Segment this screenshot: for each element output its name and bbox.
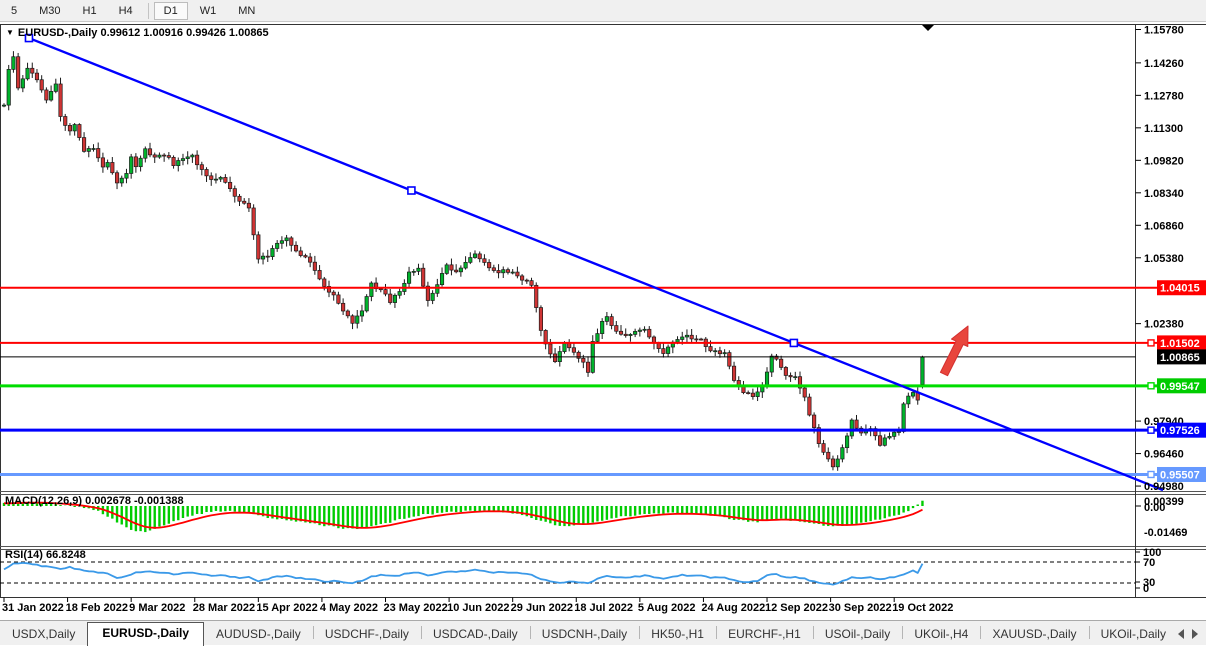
tab-xauusd-daily[interactable]: XAUUSD-,Daily xyxy=(980,624,1088,645)
svg-text:1.06860: 1.06860 xyxy=(1144,220,1184,232)
chart-title: ▼ EURUSD-,Daily 0.99612 1.00916 0.99426 1… xyxy=(6,27,269,39)
tab-usoil-daily[interactable]: USOil-,Daily xyxy=(813,624,902,645)
timeframe-button-mn[interactable]: MN xyxy=(228,2,265,20)
svg-text:1.14260: 1.14260 xyxy=(1144,58,1184,70)
svg-text:0.94980: 0.94980 xyxy=(1144,481,1184,493)
svg-text:29 Jun 2022: 29 Jun 2022 xyxy=(511,602,573,614)
tab-audusd-daily[interactable]: AUDUSD-,Daily xyxy=(204,624,313,645)
chart-ohlc-values: 0.99612 1.00916 0.99426 1.00865 xyxy=(100,27,268,39)
svg-text:1.04015: 1.04015 xyxy=(1160,283,1200,295)
svg-text:1.08340: 1.08340 xyxy=(1144,188,1184,200)
svg-text:28 Mar 2022: 28 Mar 2022 xyxy=(193,602,255,614)
svg-text:1.00865: 1.00865 xyxy=(1160,352,1200,364)
svg-text:18 Feb 2022: 18 Feb 2022 xyxy=(66,602,128,614)
svg-text:1.09820: 1.09820 xyxy=(1144,155,1184,167)
svg-text:15 Apr 2022: 15 Apr 2022 xyxy=(256,602,317,614)
svg-text:0.96460: 0.96460 xyxy=(1144,449,1184,461)
panel-borders xyxy=(0,22,1206,620)
svg-text:-0.01469: -0.01469 xyxy=(1144,527,1187,539)
timeframe-button-m30[interactable]: M30 xyxy=(29,2,70,20)
svg-text:0.99547: 0.99547 xyxy=(1160,381,1200,393)
svg-text:30 Sep 2022: 30 Sep 2022 xyxy=(829,602,892,614)
svg-text:0.95507: 0.95507 xyxy=(1160,469,1200,481)
tab-usdcnh-daily[interactable]: USDCNH-,Daily xyxy=(530,624,639,645)
timeframe-button-h4[interactable]: H4 xyxy=(109,2,143,20)
svg-text:1.05380: 1.05380 xyxy=(1144,253,1184,265)
tabs-scroll-right-icon[interactable] xyxy=(1192,629,1198,639)
chart-area[interactable]: 1.15780 1.14260 1.12780 1.11300 1.09820 1.083… xyxy=(0,22,1206,620)
tab-eurusd-daily[interactable]: EURUSD-,Daily xyxy=(87,622,204,646)
svg-text:0: 0 xyxy=(1143,583,1149,595)
svg-text:12 Sep 2022: 12 Sep 2022 xyxy=(765,602,828,614)
svg-text:23 May 2022: 23 May 2022 xyxy=(384,602,448,614)
chart-dropdown-icon[interactable]: ▼ xyxy=(6,28,14,37)
svg-text:0.97526: 0.97526 xyxy=(1160,425,1200,437)
svg-text:18 Jul 2022: 18 Jul 2022 xyxy=(574,602,633,614)
timeframe-button-w1[interactable]: W1 xyxy=(190,2,227,20)
timeframe-button-5[interactable]: 5 xyxy=(1,2,27,20)
tab-hk50-h1[interactable]: HK50-,H1 xyxy=(639,624,716,645)
svg-text:70: 70 xyxy=(1143,557,1155,569)
svg-text:9 Mar 2022: 9 Mar 2022 xyxy=(129,602,185,614)
svg-text:1.01502: 1.01502 xyxy=(1160,338,1200,350)
tab-usdchf-daily[interactable]: USDCHF-,Daily xyxy=(313,624,421,645)
timeframe-button-h1[interactable]: H1 xyxy=(73,2,107,20)
toolbar-separator xyxy=(148,3,149,19)
svg-text:10 Jun 2022: 10 Jun 2022 xyxy=(447,602,509,614)
svg-text:0.00: 0.00 xyxy=(1144,502,1165,514)
macd-indicator-label: MACD(12,26,9) 0.002678 -0.001388 xyxy=(5,495,184,507)
tab-eurchf-h1[interactable]: EURCHF-,H1 xyxy=(716,624,813,645)
tab-ukoil-h4[interactable]: UKOil-,H4 xyxy=(902,624,980,645)
svg-text:24 Aug 2022: 24 Aug 2022 xyxy=(701,602,765,614)
rsi-indicator-label: RSI(14) 66.8248 xyxy=(5,549,86,561)
tabs-scroll-left-icon[interactable] xyxy=(1178,629,1184,639)
tab-ukoil-daily[interactable]: UKOil-,Daily xyxy=(1089,624,1178,645)
price-chart-canvas[interactable]: 1.15780 1.14260 1.12780 1.11300 1.09820 1.083… xyxy=(0,22,1206,620)
svg-text:1.11300: 1.11300 xyxy=(1144,123,1183,135)
svg-text:4 May 2022: 4 May 2022 xyxy=(320,602,378,614)
svg-text:1.12780: 1.12780 xyxy=(1144,90,1184,102)
timeframe-button-d1[interactable]: D1 xyxy=(154,2,188,20)
svg-text:1.02380: 1.02380 xyxy=(1144,319,1184,331)
svg-text:5 Aug 2022: 5 Aug 2022 xyxy=(638,602,696,614)
tab-usdcad-daily[interactable]: USDCAD-,Daily xyxy=(421,624,530,645)
svg-text:1.15780: 1.15780 xyxy=(1144,25,1184,37)
svg-text:31 Jan 2022: 31 Jan 2022 xyxy=(2,602,64,614)
chart-symbol-label: EURUSD-,Daily xyxy=(18,27,97,39)
svg-text:19 Oct 2022: 19 Oct 2022 xyxy=(892,602,953,614)
tab-usdx-daily[interactable]: USDX,Daily xyxy=(0,624,87,645)
